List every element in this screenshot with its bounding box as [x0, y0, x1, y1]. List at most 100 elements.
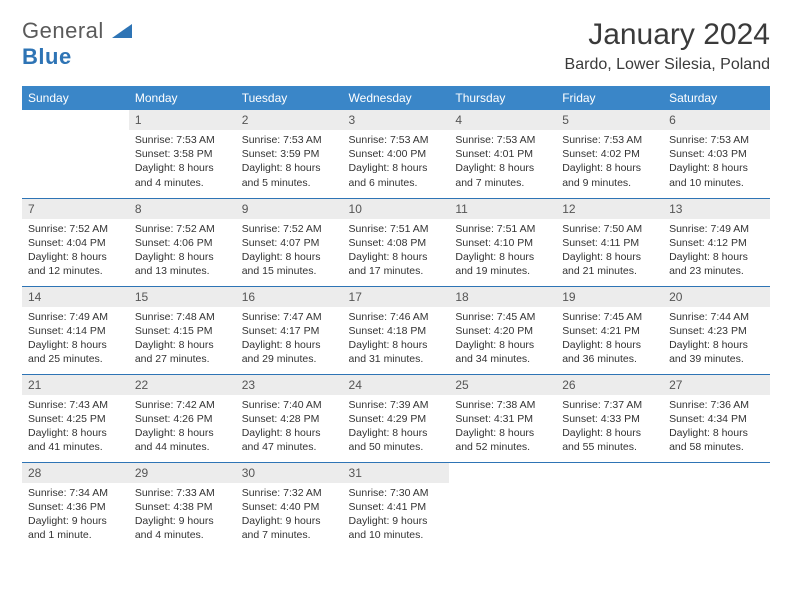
day-day1: Daylight: 8 hours [28, 338, 123, 352]
dayname-header: Tuesday [236, 86, 343, 110]
day-sunset: Sunset: 4:00 PM [349, 147, 444, 161]
day-sunset: Sunset: 4:03 PM [669, 147, 764, 161]
day-day1: Daylight: 8 hours [562, 250, 657, 264]
day-day2: and 15 minutes. [242, 264, 337, 278]
day-sunrise: Sunrise: 7:52 AM [28, 222, 123, 236]
day-sunrise: Sunrise: 7:44 AM [669, 310, 764, 324]
header: General Blue January 2024 Bardo, Lower S… [22, 18, 770, 74]
day-number: 1 [129, 110, 236, 130]
day-sunrise: Sunrise: 7:37 AM [562, 398, 657, 412]
day-sunrise: Sunrise: 7:43 AM [28, 398, 123, 412]
calendar-week-row: 1Sunrise: 7:53 AMSunset: 3:58 PMDaylight… [22, 110, 770, 198]
day-sunrise: Sunrise: 7:39 AM [349, 398, 444, 412]
day-day1: Daylight: 8 hours [562, 426, 657, 440]
calendar-day-cell: 3Sunrise: 7:53 AMSunset: 4:00 PMDaylight… [343, 110, 450, 198]
day-day2: and 55 minutes. [562, 440, 657, 454]
day-sunset: Sunset: 4:15 PM [135, 324, 230, 338]
day-number: 30 [236, 463, 343, 483]
logo-triangle-icon [112, 24, 132, 43]
calendar-day-cell: 21Sunrise: 7:43 AMSunset: 4:25 PMDayligh… [22, 374, 129, 462]
calendar-day-cell: 23Sunrise: 7:40 AMSunset: 4:28 PMDayligh… [236, 374, 343, 462]
calendar-day-cell: 2Sunrise: 7:53 AMSunset: 3:59 PMDaylight… [236, 110, 343, 198]
day-number: 3 [343, 110, 450, 130]
day-sunset: Sunset: 4:12 PM [669, 236, 764, 250]
day-number: 12 [556, 199, 663, 219]
dayname-header: Friday [556, 86, 663, 110]
calendar-day-cell: 6Sunrise: 7:53 AMSunset: 4:03 PMDaylight… [663, 110, 770, 198]
logo-word-2: Blue [22, 44, 72, 69]
day-body: Sunrise: 7:53 AMSunset: 4:03 PMDaylight:… [663, 130, 770, 196]
day-body: Sunrise: 7:32 AMSunset: 4:40 PMDaylight:… [236, 483, 343, 549]
day-sunrise: Sunrise: 7:46 AM [349, 310, 444, 324]
day-sunset: Sunset: 4:25 PM [28, 412, 123, 426]
day-sunrise: Sunrise: 7:53 AM [455, 133, 550, 147]
day-sunset: Sunset: 4:33 PM [562, 412, 657, 426]
title-block: January 2024 Bardo, Lower Silesia, Polan… [565, 18, 770, 74]
day-sunset: Sunset: 4:14 PM [28, 324, 123, 338]
dayname-header: Saturday [663, 86, 770, 110]
day-day1: Daylight: 9 hours [28, 514, 123, 528]
day-sunset: Sunset: 4:08 PM [349, 236, 444, 250]
day-sunrise: Sunrise: 7:48 AM [135, 310, 230, 324]
day-day2: and 4 minutes. [135, 528, 230, 542]
day-body: Sunrise: 7:40 AMSunset: 4:28 PMDaylight:… [236, 395, 343, 461]
calendar-day-cell: 17Sunrise: 7:46 AMSunset: 4:18 PMDayligh… [343, 286, 450, 374]
dayname-header: Thursday [449, 86, 556, 110]
calendar-day-cell: 24Sunrise: 7:39 AMSunset: 4:29 PMDayligh… [343, 374, 450, 462]
day-day1: Daylight: 8 hours [28, 250, 123, 264]
calendar-day-cell: 1Sunrise: 7:53 AMSunset: 3:58 PMDaylight… [129, 110, 236, 198]
day-sunset: Sunset: 4:01 PM [455, 147, 550, 161]
day-day1: Daylight: 9 hours [349, 514, 444, 528]
day-body: Sunrise: 7:36 AMSunset: 4:34 PMDaylight:… [663, 395, 770, 461]
calendar-day-cell: 10Sunrise: 7:51 AMSunset: 4:08 PMDayligh… [343, 198, 450, 286]
day-day2: and 13 minutes. [135, 264, 230, 278]
day-sunset: Sunset: 4:07 PM [242, 236, 337, 250]
day-day2: and 7 minutes. [242, 528, 337, 542]
day-sunrise: Sunrise: 7:49 AM [669, 222, 764, 236]
calendar-header-row: SundayMondayTuesdayWednesdayThursdayFrid… [22, 86, 770, 110]
day-sunset: Sunset: 4:31 PM [455, 412, 550, 426]
page-title: January 2024 [565, 18, 770, 52]
day-body: Sunrise: 7:44 AMSunset: 4:23 PMDaylight:… [663, 307, 770, 373]
day-day2: and 1 minute. [28, 528, 123, 542]
calendar-day-cell: 20Sunrise: 7:44 AMSunset: 4:23 PMDayligh… [663, 286, 770, 374]
day-day2: and 25 minutes. [28, 352, 123, 366]
day-body: Sunrise: 7:52 AMSunset: 4:07 PMDaylight:… [236, 219, 343, 285]
day-body: Sunrise: 7:33 AMSunset: 4:38 PMDaylight:… [129, 483, 236, 549]
day-day1: Daylight: 8 hours [455, 426, 550, 440]
day-body: Sunrise: 7:53 AMSunset: 4:00 PMDaylight:… [343, 130, 450, 196]
calendar-day-cell: 16Sunrise: 7:47 AMSunset: 4:17 PMDayligh… [236, 286, 343, 374]
day-day2: and 36 minutes. [562, 352, 657, 366]
day-sunset: Sunset: 4:20 PM [455, 324, 550, 338]
day-day1: Daylight: 8 hours [242, 338, 337, 352]
day-day2: and 44 minutes. [135, 440, 230, 454]
day-number: 19 [556, 287, 663, 307]
calendar-day-cell [449, 462, 556, 550]
day-sunset: Sunset: 4:04 PM [28, 236, 123, 250]
calendar-day-cell: 13Sunrise: 7:49 AMSunset: 4:12 PMDayligh… [663, 198, 770, 286]
calendar-week-row: 28Sunrise: 7:34 AMSunset: 4:36 PMDayligh… [22, 462, 770, 550]
day-day2: and 52 minutes. [455, 440, 550, 454]
calendar-day-cell: 11Sunrise: 7:51 AMSunset: 4:10 PMDayligh… [449, 198, 556, 286]
day-number: 10 [343, 199, 450, 219]
day-sunset: Sunset: 3:59 PM [242, 147, 337, 161]
logo-word-1: General [22, 18, 104, 43]
calendar-day-cell: 18Sunrise: 7:45 AMSunset: 4:20 PMDayligh… [449, 286, 556, 374]
day-body: Sunrise: 7:37 AMSunset: 4:33 PMDaylight:… [556, 395, 663, 461]
day-body: Sunrise: 7:45 AMSunset: 4:21 PMDaylight:… [556, 307, 663, 373]
day-day2: and 21 minutes. [562, 264, 657, 278]
day-sunrise: Sunrise: 7:47 AM [242, 310, 337, 324]
day-body: Sunrise: 7:39 AMSunset: 4:29 PMDaylight:… [343, 395, 450, 461]
calendar-week-row: 21Sunrise: 7:43 AMSunset: 4:25 PMDayligh… [22, 374, 770, 462]
day-day2: and 19 minutes. [455, 264, 550, 278]
day-number: 27 [663, 375, 770, 395]
calendar-day-cell: 25Sunrise: 7:38 AMSunset: 4:31 PMDayligh… [449, 374, 556, 462]
day-day1: Daylight: 8 hours [242, 161, 337, 175]
calendar-day-cell: 30Sunrise: 7:32 AMSunset: 4:40 PMDayligh… [236, 462, 343, 550]
day-sunset: Sunset: 4:17 PM [242, 324, 337, 338]
day-sunrise: Sunrise: 7:45 AM [562, 310, 657, 324]
dayname-header: Monday [129, 86, 236, 110]
calendar-day-cell: 9Sunrise: 7:52 AMSunset: 4:07 PMDaylight… [236, 198, 343, 286]
day-day2: and 29 minutes. [242, 352, 337, 366]
day-sunrise: Sunrise: 7:34 AM [28, 486, 123, 500]
